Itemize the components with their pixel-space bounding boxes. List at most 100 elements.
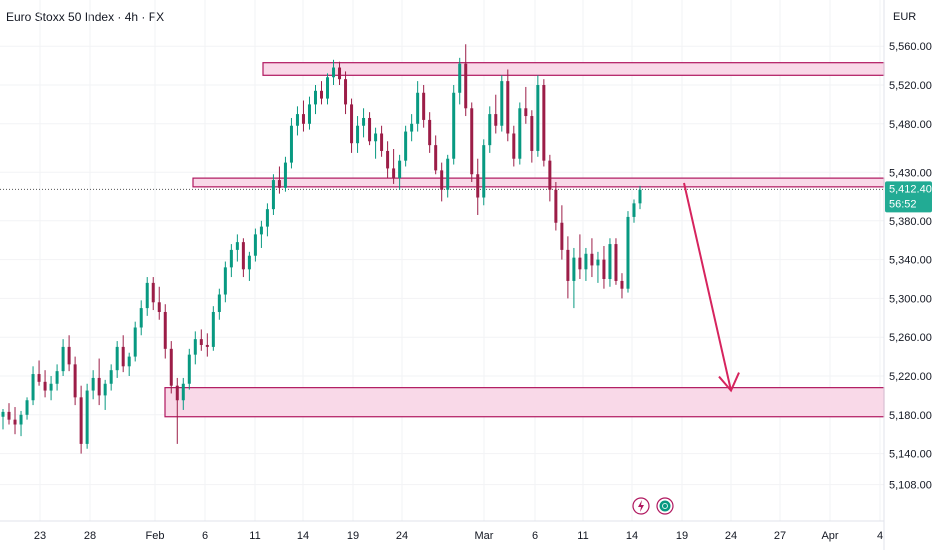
- candle-body: [440, 170, 444, 190]
- candle-body: [332, 67, 336, 78]
- candle-body: [271, 180, 275, 210]
- candle-body: [67, 346, 71, 365]
- candle-body: [211, 311, 215, 347]
- candle-body: [560, 222, 564, 250]
- candle-body: [452, 92, 456, 159]
- candle-body: [55, 371, 59, 384]
- candle-body: [458, 63, 462, 93]
- price-tick: 5,480.00: [889, 119, 932, 131]
- candle-body: [386, 150, 390, 169]
- candle-body: [247, 255, 251, 270]
- time-tick: 4: [877, 530, 883, 542]
- candle-body: [61, 346, 65, 372]
- candle-body: [524, 108, 528, 117]
- currency-label[interactable]: EUR: [893, 11, 917, 23]
- price-tick: 5,260.00: [889, 332, 932, 344]
- candle-body: [217, 294, 221, 312]
- price-tick: 5,520.00: [889, 80, 932, 92]
- time-tick: 6: [202, 530, 208, 542]
- projection-arrow[interactable]: [683, 182, 740, 393]
- candle-body: [446, 158, 450, 190]
- candle-body: [157, 302, 161, 312]
- candle-body: [205, 344, 209, 347]
- candle-body: [1, 411, 5, 417]
- time-tick: 11: [249, 530, 260, 542]
- candle-body: [608, 244, 612, 279]
- lightning-icon[interactable]: [632, 497, 650, 515]
- candle-body: [500, 81, 504, 126]
- candle-body: [620, 280, 624, 289]
- candle-body: [578, 257, 582, 270]
- time-tick: 19: [347, 530, 359, 542]
- candle-body: [476, 174, 480, 198]
- time-tick: Feb: [146, 530, 165, 542]
- time-tick: 14: [297, 530, 309, 542]
- candle-body: [590, 253, 594, 266]
- candle-body: [338, 67, 342, 80]
- candle-body: [566, 249, 570, 281]
- candle-body: [169, 348, 173, 386]
- last-price-tag: 5,412.40 56:52: [885, 181, 932, 213]
- candle-body: [223, 267, 227, 295]
- candle-body: [434, 145, 438, 171]
- price-tick: 5,560.00: [889, 41, 932, 53]
- candle-body: [548, 160, 552, 190]
- candle-body: [416, 92, 420, 124]
- price-axis[interactable]: 5,560.00 5,520.00 5,480.00 5,430.00 5,380.00…: [889, 41, 932, 491]
- zone-resistance: [262, 62, 885, 76]
- candle-body: [103, 383, 107, 396]
- time-tick: 27: [774, 530, 786, 542]
- earnings-icon[interactable]: [656, 497, 674, 515]
- candle-body: [73, 364, 77, 398]
- candle-body: [488, 114, 492, 146]
- time-tick: 14: [626, 530, 638, 542]
- candle-body: [638, 189, 642, 204]
- candle-body: [494, 114, 498, 126]
- candle-body: [362, 117, 366, 126]
- candle-body: [277, 180, 281, 188]
- candle-body: [109, 370, 113, 384]
- candle-body: [368, 117, 372, 142]
- candle-body: [91, 377, 95, 391]
- candle-body: [175, 385, 179, 401]
- candle-body: [187, 354, 191, 384]
- candle-body: [235, 242, 239, 250]
- projection-arrowhead: [718, 372, 740, 393]
- time-axis[interactable]: 23 28 Feb 6 11 14 19 24 Mar 6 11 14 19 24 27 Apr 4: [34, 530, 883, 542]
- candle-body: [374, 133, 378, 142]
- price-tick: 5,140.00: [889, 449, 932, 461]
- candle-body: [193, 339, 197, 355]
- price-zones[interactable]: [164, 62, 885, 418]
- candle-body: [542, 85, 546, 161]
- candle-body: [79, 397, 83, 444]
- candle-body: [584, 253, 588, 270]
- candle-body: [301, 114, 305, 124]
- candle-body: [295, 114, 299, 126]
- candle-body: [151, 282, 155, 303]
- candle-body: [313, 90, 317, 105]
- candle-body: [97, 377, 101, 396]
- bar-countdown: 56:52: [889, 198, 917, 210]
- candle-body: [241, 242, 245, 270]
- candle-body: [518, 108, 522, 159]
- candle-body: [428, 119, 432, 146]
- candle-body: [422, 92, 426, 120]
- candle-body: [181, 383, 185, 401]
- candle-body: [115, 346, 119, 371]
- time-tick: 23: [34, 530, 46, 542]
- candle-body: [632, 203, 636, 217]
- chart-title: Euro Stoxx 50 Index · 4h · FX: [6, 10, 165, 24]
- candle-body: [7, 411, 11, 420]
- candle-body: [404, 131, 408, 161]
- candle-body: [253, 234, 257, 256]
- price-tick: 5,430.00: [889, 167, 932, 179]
- candle-body: [536, 85, 540, 151]
- candle-body: [127, 356, 131, 367]
- candle-body: [25, 400, 29, 415]
- candle-body: [31, 374, 35, 401]
- candle-body: [464, 63, 468, 109]
- candle-body: [289, 125, 293, 163]
- candle-body: [344, 79, 348, 105]
- candle-body: [470, 108, 474, 175]
